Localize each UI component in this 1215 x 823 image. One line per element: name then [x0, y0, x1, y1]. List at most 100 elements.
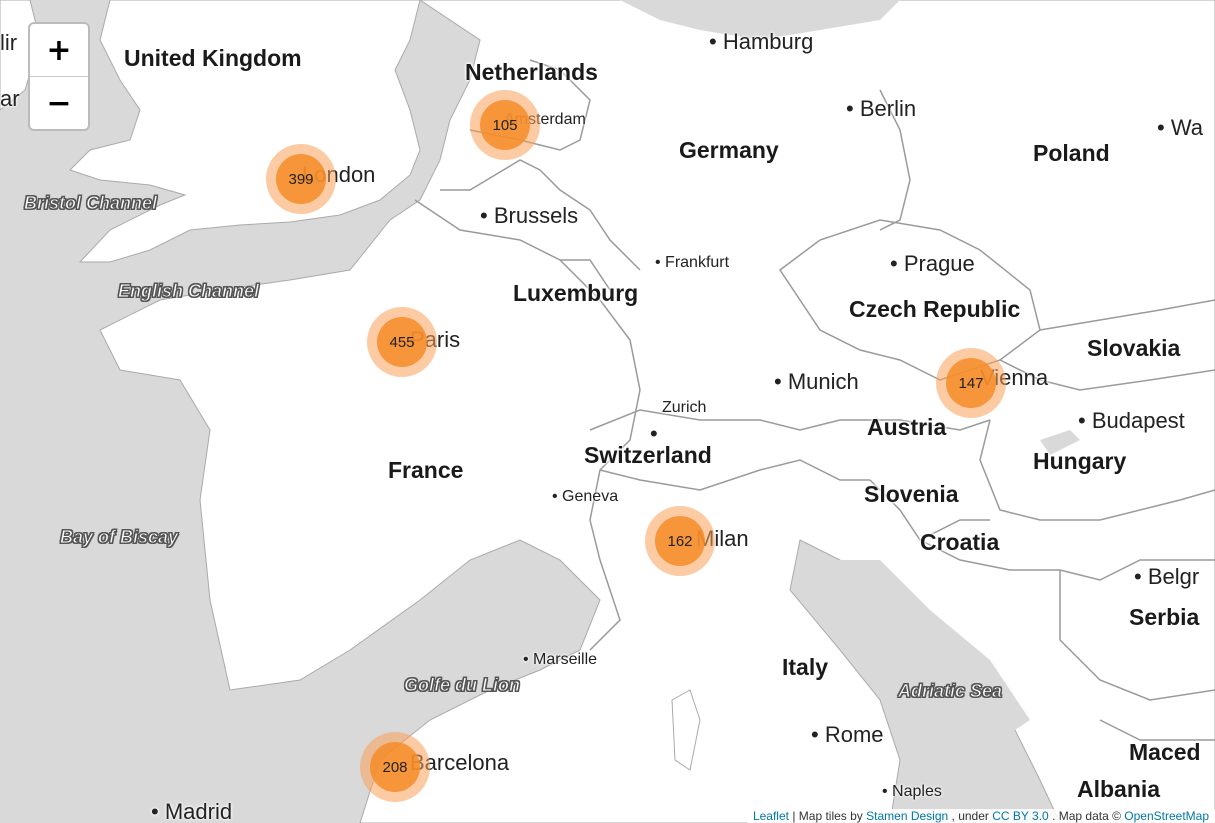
baltic-sea	[620, 0, 900, 40]
city-label-barcelona: Barcelona	[410, 750, 510, 775]
golfe-du-lion-label: Golfe du Lion	[404, 675, 521, 695]
license-link[interactable]: CC BY 3.0	[992, 809, 1049, 823]
cluster-marker-london[interactable]: 399	[266, 144, 336, 214]
cluster-marker-paris[interactable]: 455	[367, 307, 437, 377]
border-luxembourg	[560, 259, 611, 291]
city-name: Wa	[1170, 115, 1204, 140]
cluster-count: 105	[480, 100, 530, 150]
country-label-netherlands: Netherlands	[465, 59, 598, 85]
leaflet-link[interactable]: Leaflet	[752, 809, 789, 823]
border-slovakia-poland	[1039, 299, 1215, 331]
country-label-germany: Germany	[679, 137, 779, 163]
map-attribution: Leaflet | Map tiles by Stamen Design , u…	[746, 809, 1215, 823]
city-label-rome: • Rome	[811, 722, 884, 747]
city-name: Geneva	[562, 488, 619, 505]
english-channel-label: English Channel	[117, 281, 260, 301]
city-label-budapest: • Budapest	[1078, 408, 1185, 433]
border-czech	[778, 219, 1041, 381]
cluster-count: 208	[370, 742, 420, 792]
country-label-albania: Albania	[1077, 776, 1161, 802]
city-label-hamburg: • Hamburg	[709, 29, 814, 54]
attribution-data-text: . Map data ©	[1052, 809, 1125, 823]
city-name: Rome	[824, 722, 884, 747]
border-switzerland	[589, 409, 841, 431]
cluster-marker-milan[interactable]: 162	[645, 506, 715, 576]
country-label-czech: Czech Republic	[849, 296, 1021, 322]
country-label-luxemburg: Luxemburg	[513, 280, 639, 306]
attribution-separator: |	[792, 809, 799, 823]
cluster-count: 162	[655, 516, 705, 566]
zoom-out-button[interactable]: −	[30, 76, 88, 129]
city-label-marseille: • Marseille	[523, 651, 598, 668]
cluster-count: 147	[946, 358, 996, 408]
country-label-switzerland: Switzerland	[584, 442, 712, 468]
country-label-serbia: Serbia	[1129, 604, 1200, 630]
stamen-link[interactable]: Stamen Design	[866, 809, 949, 823]
cluster-marker-barcelona[interactable]: 208	[360, 732, 430, 802]
city-name: Naples	[892, 783, 942, 800]
country-label-croatia: Croatia	[920, 529, 1000, 555]
zoom-in-button[interactable]: +	[46, 32, 72, 68]
border-germany-poland	[879, 89, 911, 231]
country-label-france: France	[388, 457, 464, 483]
cluster-marker-amsterdam[interactable]: 105	[470, 90, 540, 160]
city-name: Munich	[787, 369, 859, 394]
city-name: Hamburg	[722, 29, 814, 54]
bay-of-biscay-label: Bay of Biscay	[59, 527, 179, 547]
country-borders	[414, 59, 1215, 741]
country-label-slovakia: Slovakia	[1087, 335, 1181, 361]
border-hungary	[979, 419, 1215, 521]
lake-balaton	[1040, 430, 1080, 455]
country-label-hungary: Hungary	[1033, 448, 1127, 474]
city-name: Berlin	[859, 96, 917, 121]
corsica-land	[671, 689, 701, 771]
city-label-belgrade: • Belgr	[1134, 564, 1200, 589]
city-name: Marseille	[533, 651, 598, 668]
city-label-munich: • Munich	[774, 369, 859, 394]
country-label-italy: Italy	[782, 654, 829, 680]
border-slovakia-hungary	[999, 359, 1215, 391]
city-label-prague: • Prague	[890, 251, 975, 276]
border-austria-germany	[840, 419, 991, 431]
bristol-channel-label: Bristol Channel	[23, 193, 158, 213]
adriatic-sea-area	[820, 560, 1030, 740]
city-label-berlin: • Berlin	[846, 96, 917, 121]
adriatic-sea-label: Adriatic Sea	[897, 681, 1003, 701]
border-albania	[1099, 719, 1215, 741]
border-serbia-bosnia	[1059, 570, 1215, 701]
city-label-naples: • Naples	[882, 783, 942, 800]
great-britain-land	[69, 0, 421, 263]
city-label-frankfurt: • Frankfurt	[655, 254, 730, 271]
attribution-under-text: , under	[951, 809, 993, 823]
city-name: Frankfurt	[665, 254, 730, 271]
city-label-geneva: • Geneva	[552, 488, 619, 505]
country-label-uk: United Kingdom	[124, 45, 302, 71]
city-label-zurich: Zurich	[662, 399, 707, 416]
country-label-austria: Austria	[867, 414, 947, 440]
city-name: Madrid	[164, 799, 233, 823]
city-dot-zurich: •	[650, 421, 658, 446]
border-belgium-germany	[440, 159, 641, 271]
city-label-madrid: • Madrid	[151, 799, 233, 823]
attribution-tiles-text: Map tiles by	[798, 809, 867, 823]
city-name: Brussels	[493, 203, 579, 228]
border-italy-switzerland	[599, 459, 870, 491]
city-label-dublin: lir	[0, 30, 18, 55]
city-label-cardiff: ar	[0, 86, 20, 111]
city-name: Budapest	[1091, 408, 1185, 433]
city-name: Prague	[903, 251, 975, 276]
country-label-poland: Poland	[1033, 140, 1110, 166]
country-label-macedonia: Maced	[1129, 739, 1201, 765]
city-label-warsaw: • Wa	[1157, 115, 1204, 140]
country-label-slovenia: Slovenia	[864, 481, 959, 507]
city-label-brussels: • Brussels	[480, 203, 579, 228]
border-france-east	[414, 199, 641, 651]
cluster-marker-vienna[interactable]: 147	[936, 348, 1006, 418]
cluster-count: 455	[377, 317, 427, 367]
zoom-control: + −	[28, 22, 90, 131]
osm-link[interactable]: OpenStreetMap	[1124, 809, 1209, 823]
cluster-count: 399	[276, 154, 326, 204]
city-name: Belgr	[1147, 564, 1200, 589]
